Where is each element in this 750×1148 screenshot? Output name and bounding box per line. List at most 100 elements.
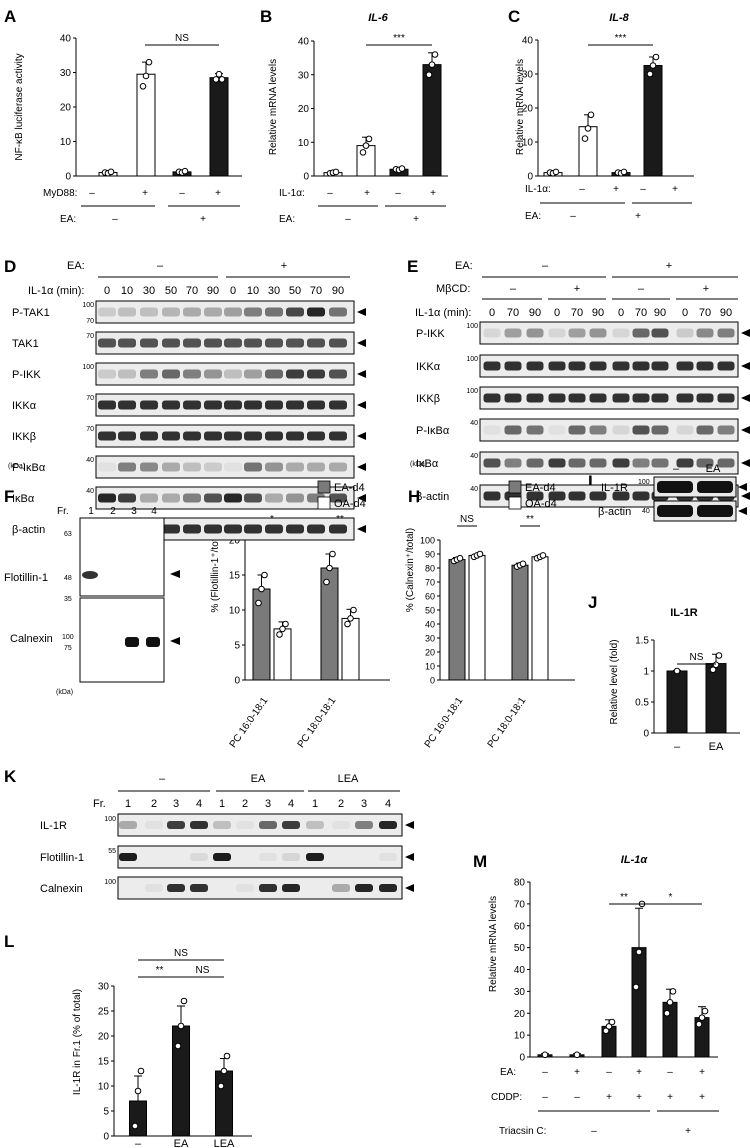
blot-band <box>204 462 222 472</box>
blot-band <box>213 853 231 861</box>
lane-label: 90 <box>592 307 604 319</box>
blot-band <box>657 505 693 517</box>
significance-label: *** <box>393 33 405 44</box>
panel-e-kda: (kDa) <box>410 461 427 468</box>
blot-band <box>329 493 347 503</box>
condition-label: + <box>699 1092 705 1103</box>
blot-band <box>696 393 714 403</box>
blot-band <box>265 338 283 348</box>
x-tick-label: LEA <box>214 1138 235 1148</box>
panel-f-fr-label: Fr. <box>57 506 69 517</box>
panel-letter-i: I <box>588 472 593 491</box>
blot-band <box>244 338 262 348</box>
blot-band <box>329 400 347 410</box>
blot-band <box>286 369 304 379</box>
significance-label: ** <box>620 892 628 903</box>
blot-band <box>204 400 222 410</box>
mw-marker: 40 <box>470 453 478 460</box>
panel-f-row-flotillin: Flotillin-1 <box>4 572 48 584</box>
blot-band <box>118 462 136 472</box>
data-point <box>212 76 220 83</box>
mw-marker: 100 <box>104 879 116 886</box>
panel-f-fr-2: 2 <box>110 506 116 517</box>
blot-row-label: IL-1R <box>40 820 67 832</box>
blot-band <box>162 400 180 410</box>
lane-label: 70 <box>699 307 711 319</box>
band-arrow-icon <box>357 370 366 378</box>
blot-band <box>612 491 630 501</box>
panel-i-marker-40: 40 <box>642 508 650 515</box>
data-point <box>476 550 484 558</box>
y-tick-label: 10 <box>229 606 241 617</box>
panel-e-mbcd-3: – <box>638 283 645 295</box>
blot-band <box>265 400 283 410</box>
blot-band <box>244 462 262 472</box>
data-point <box>552 168 560 176</box>
blot-band <box>183 462 201 472</box>
x-tick-label: – <box>135 1138 142 1148</box>
blot-band <box>612 458 630 468</box>
panel-h-legend-oa: OA-d4 <box>525 498 557 510</box>
panel-letter-c: C <box>508 7 520 26</box>
panel-a-myd88-4: + <box>215 188 221 199</box>
bar <box>666 670 688 734</box>
blot-band <box>676 393 694 403</box>
blot-band <box>145 884 163 892</box>
data-point <box>137 1067 145 1075</box>
blot-band <box>119 821 137 829</box>
condition-label: – <box>542 1067 548 1078</box>
blot-band <box>355 821 373 829</box>
data-point <box>347 615 354 622</box>
chart-h: 0 10 20 30 40 50 60 70 80 90 100 NS ** PC 16:0-18:1 PC… <box>420 514 575 750</box>
blot-band <box>548 425 566 435</box>
blot-band <box>568 361 586 371</box>
data-point <box>605 1023 613 1030</box>
blot-band <box>224 431 242 441</box>
y-tick-label: 60 <box>514 921 526 932</box>
lane-label: 0 <box>682 307 688 319</box>
mw-marker: 40 <box>86 488 94 495</box>
mw-marker: 55 <box>108 848 116 855</box>
data-point <box>218 76 226 83</box>
blot-band <box>162 493 180 503</box>
lane-label: 4 <box>288 798 294 810</box>
lane-label: 90 <box>654 307 666 319</box>
band-arrow-icon <box>405 821 414 829</box>
panel-b-title: IL-6 <box>368 12 388 24</box>
blot-band <box>717 328 735 338</box>
blot-band <box>204 338 222 348</box>
mw-marker: 40 <box>86 457 94 464</box>
blot-band <box>259 884 277 892</box>
blot-band <box>204 369 222 379</box>
blot-row-label: β-actin <box>416 491 449 503</box>
y-tick-label: 5 <box>234 641 240 652</box>
y-tick-label: 10 <box>298 138 310 149</box>
lane-label: 1 <box>125 798 131 810</box>
y-tick-label: 15 <box>98 1057 110 1068</box>
blot-band <box>236 821 254 829</box>
blot-band <box>483 491 501 501</box>
blot-band <box>483 425 501 435</box>
blot-band <box>265 524 283 534</box>
blot-band <box>145 821 163 829</box>
y-tick-label: 30 <box>425 634 435 644</box>
blot-band <box>183 524 201 534</box>
band-arrow-icon <box>170 570 180 578</box>
blot-band <box>140 493 158 503</box>
legend-swatch-oa-d4 <box>317 496 331 510</box>
blot-band <box>265 431 283 441</box>
bar <box>129 1100 147 1137</box>
blot-band <box>244 369 262 379</box>
chart-a: 0 10 20 30 40 NS <box>60 33 242 183</box>
data-point <box>107 168 115 176</box>
panel-m-triacsin-label: Triacsin C: <box>499 1126 546 1137</box>
blot-band <box>162 338 180 348</box>
y-tick-label: 90 <box>425 550 435 560</box>
blot-band <box>589 458 607 468</box>
lane-label: 70 <box>635 307 647 319</box>
legend-swatch-ea-d4 <box>317 480 331 494</box>
y-tick-label: 0 <box>430 676 435 686</box>
panel-b-il1-4: + <box>430 188 436 199</box>
blot-band <box>265 462 283 472</box>
